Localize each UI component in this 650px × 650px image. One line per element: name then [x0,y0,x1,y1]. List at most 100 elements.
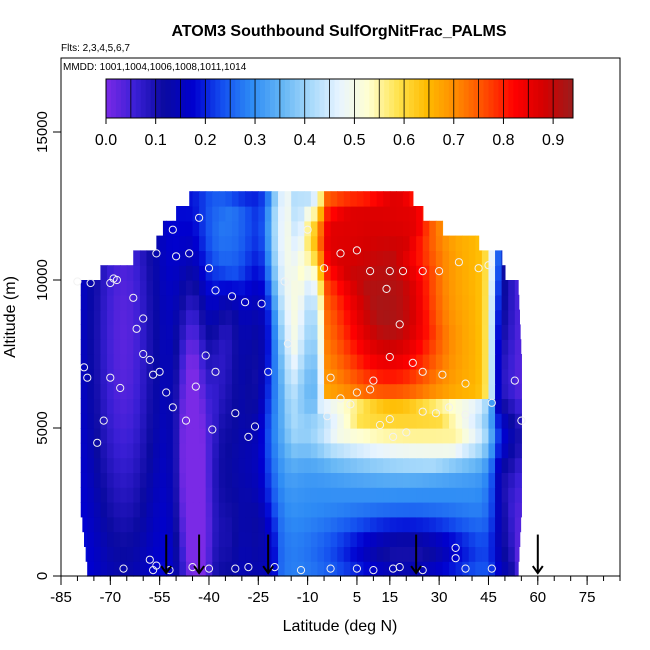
heatmap-cell [212,428,220,444]
heatmap-cell [192,383,200,399]
heatmap-cell [238,235,246,251]
heatmap-cell [396,235,404,251]
heatmap-cell [120,428,128,444]
heatmap-cell [376,487,384,503]
heatmap-cell [363,398,371,414]
colorbar-cell [438,79,445,118]
heatmap-cell [107,324,115,340]
colorbar-cell [443,79,450,118]
heatmap-cell [87,339,95,355]
heatmap-cell [225,561,233,577]
heatmap-cell [179,250,187,266]
heatmap-cell [146,309,154,325]
heatmap-cell [304,220,312,237]
heatmap-cell [284,383,292,399]
heatmap-cell [284,280,292,296]
heatmap-cell [179,546,187,562]
heatmap-cell [462,339,470,355]
heatmap-cell [402,442,411,459]
heatmap-cell [120,354,128,370]
heatmap-cell [370,191,378,207]
heatmap-cell [304,354,312,370]
heatmap-cell [212,546,220,562]
heatmap-cell [146,294,154,311]
heatmap-cell [356,309,365,325]
heatmap-cell [231,339,240,355]
heatmap-cell [238,368,246,385]
heatmap-cell [93,428,102,444]
heatmap-cell [218,472,227,488]
heatmap-cell [225,250,233,266]
heatmap-cell [251,250,259,266]
heatmap-cell [435,516,444,533]
heatmap-cell [139,428,148,444]
heatmap-cell [205,250,213,266]
data-point [398,267,408,276]
colorbar-cell [533,79,539,118]
heatmap-cell [278,191,286,207]
heatmap-cell [383,442,391,459]
heatmap-cell [172,294,180,311]
heatmap-cell [199,383,207,399]
heatmap-cell [488,516,496,533]
heatmap-cell [402,531,411,547]
heatmap-cell [172,487,180,503]
heatmap-cell [396,546,404,562]
heatmap-cell [481,398,490,414]
heatmap-cell [324,531,332,547]
heatmap-cell [284,561,292,577]
heatmap-cell [422,502,430,518]
heatmap-cell [297,531,305,547]
heatmap-cell [87,309,95,325]
flight-arrow-head [262,565,274,575]
heatmap-cell [271,280,279,296]
heatmap-cell [488,457,496,473]
heatmap-cell [481,428,490,444]
heatmap-cell [324,413,332,429]
colorbar-tick-label: 0.7 [443,132,465,149]
heatmap-cell [350,457,358,473]
heatmap-cell [468,368,476,385]
heatmap-cell [475,457,483,473]
heatmap-cell [192,398,200,414]
heatmap-cell [304,191,312,207]
heatmap-cell [231,191,240,207]
heatmap-cell [481,472,490,488]
heatmap-cell [179,472,187,488]
heatmap-cell [396,250,404,266]
heatmap-cell [100,502,108,518]
heatmap-cell [324,339,332,355]
heatmap-cell [455,265,463,281]
heatmap-cell [501,413,509,429]
heatmap-cell [475,442,483,459]
heatmap-cell [264,191,273,207]
heatmap-cell [514,309,520,325]
heatmap-cell [370,457,378,473]
heatmap-cell [199,280,207,296]
heatmap-cell [449,339,457,355]
heatmap-cell [396,368,404,385]
heatmap-cell [218,398,227,414]
heatmap-cell [278,250,286,266]
heatmap-cell [462,354,470,370]
heatmap-cell [481,324,490,340]
heatmap-cell [304,502,312,518]
data-points [73,213,526,575]
heatmap-cell [100,561,108,577]
heatmap-cell [212,339,220,355]
heatmap-cell [488,487,496,503]
heatmap-cell [271,472,279,488]
heatmap-cell [172,472,180,488]
heatmap-cell [350,546,358,562]
heatmap-cell [409,220,417,237]
heatmap-cell [449,502,457,518]
colorbar-cell [329,79,336,118]
heatmap-cell [416,487,424,503]
heatmap-cell [251,398,259,414]
heatmap-cell [297,561,305,577]
heatmap-cell [495,265,503,281]
heatmap-cell [363,413,371,429]
heatmap-cell [363,516,371,533]
heatmap-cell [501,516,509,533]
heatmap-cell [185,368,194,385]
